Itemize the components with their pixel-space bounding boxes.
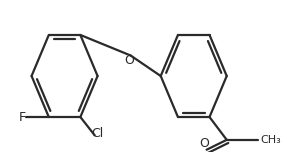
Text: O: O xyxy=(125,54,135,67)
Text: F: F xyxy=(18,111,25,124)
Text: O: O xyxy=(200,137,210,150)
Text: Cl: Cl xyxy=(92,127,104,140)
Text: CH₃: CH₃ xyxy=(260,135,281,145)
